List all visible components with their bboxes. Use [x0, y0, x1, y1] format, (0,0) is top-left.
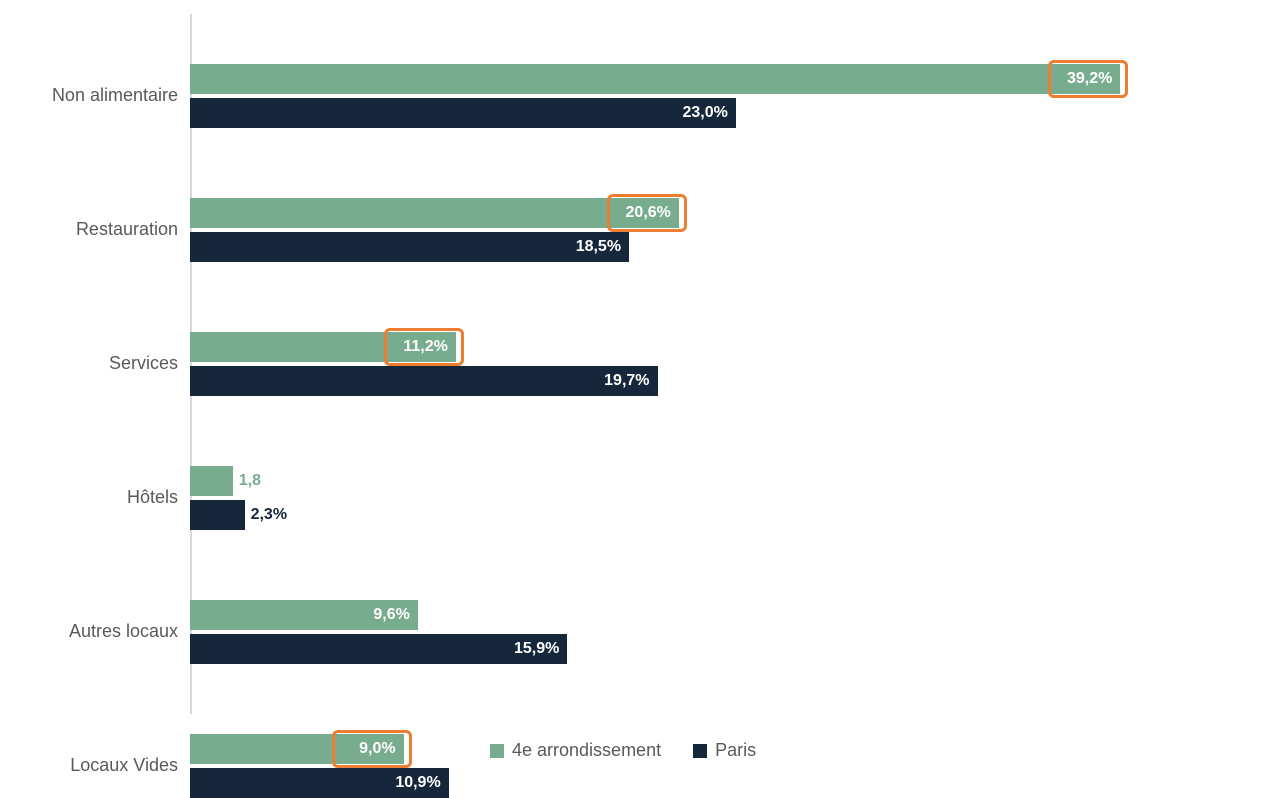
- bar-value-label: 20,6%: [626, 198, 671, 228]
- bar-value-label: 9,6%: [373, 600, 409, 630]
- bar-value-label: 39,2%: [1067, 64, 1112, 94]
- bar-value-label: 10,9%: [395, 768, 440, 798]
- bar: 18,5%: [190, 232, 629, 262]
- legend: 4e arrondissement Paris: [490, 740, 756, 761]
- bar-value-label: 15,9%: [514, 634, 559, 664]
- category-label: Restauration: [76, 219, 190, 240]
- chart-container: Alimentaire8,6%9,6%Non alimentaire39,2%2…: [0, 0, 1280, 776]
- plot-area: Alimentaire8,6%9,6%Non alimentaire39,2%2…: [190, 14, 1258, 714]
- legend-swatch: [490, 744, 504, 758]
- legend-label: 4e arrondissement: [512, 740, 661, 761]
- bar: 15,9%: [190, 634, 567, 664]
- bar-value-label: 2,3%: [245, 500, 287, 530]
- bar: 39,2%: [190, 64, 1120, 94]
- bar: 1,8: [190, 466, 233, 496]
- bar: 9,6%: [190, 600, 418, 630]
- legend-item: Paris: [693, 740, 756, 761]
- bar: 2,3%: [190, 500, 245, 530]
- bar-value-label: 9,0%: [359, 734, 395, 764]
- bar-value-label: 23,0%: [682, 98, 727, 128]
- legend-label: Paris: [715, 740, 756, 761]
- bar-value-label: 11,2%: [403, 332, 447, 362]
- bar: 10,9%: [190, 768, 449, 798]
- bar: 20,6%: [190, 198, 679, 228]
- bar-value-label: 1,8: [233, 466, 261, 496]
- category-label: Hôtels: [127, 487, 190, 508]
- bar-value-label: 18,5%: [576, 232, 621, 262]
- category-label: Locaux Vides: [70, 755, 190, 776]
- category-label: Autres locaux: [69, 621, 190, 642]
- legend-item: 4e arrondissement: [490, 740, 661, 761]
- category-label: Services: [109, 353, 190, 374]
- bar: 11,2%: [190, 332, 456, 362]
- bar: 19,7%: [190, 366, 658, 396]
- bar: 23,0%: [190, 98, 736, 128]
- legend-swatch: [693, 744, 707, 758]
- bar: 9,0%: [190, 734, 404, 764]
- category-label: Non alimentaire: [52, 85, 190, 106]
- bar-value-label: 19,7%: [604, 366, 649, 396]
